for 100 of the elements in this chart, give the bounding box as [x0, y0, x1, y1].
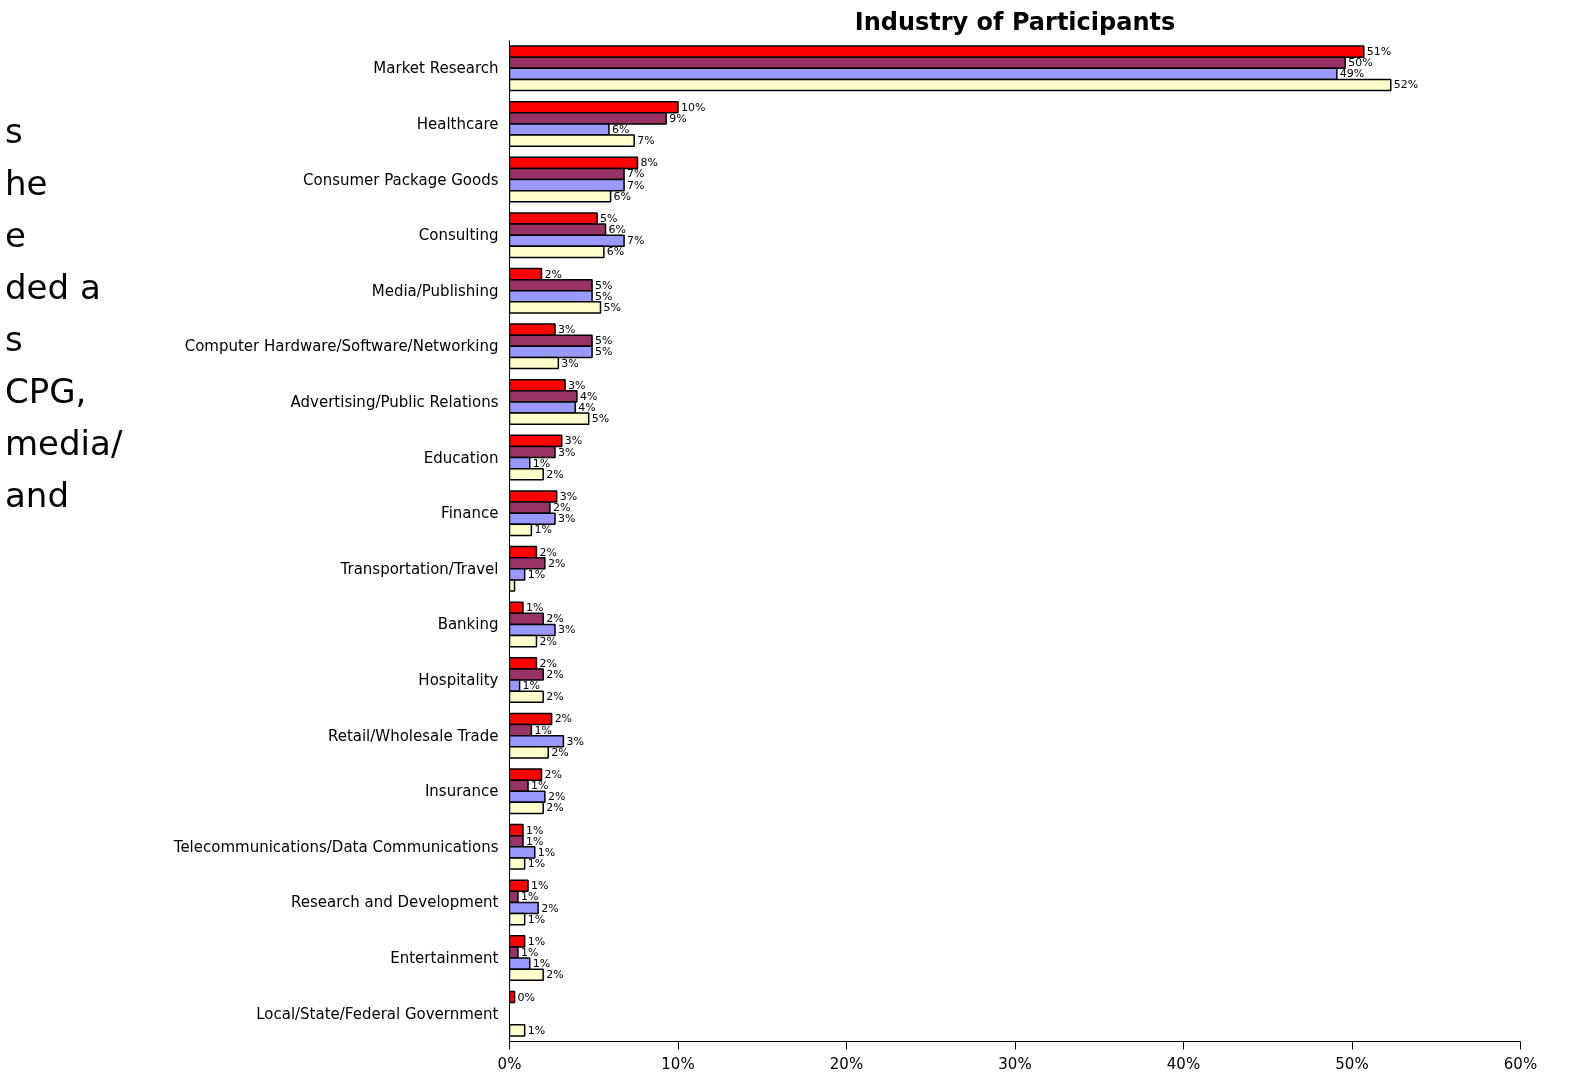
data-label: 1%	[527, 912, 546, 926]
data-label: 2%	[551, 745, 569, 759]
data-label: 51%	[1366, 45, 1392, 59]
data-label: 7%	[637, 134, 655, 148]
y-tick-label: Advertising/Public Relations	[290, 392, 499, 411]
data-label: 50%	[1348, 56, 1373, 70]
y-tick-label: Retail/Wholesale Trade	[327, 726, 499, 745]
data-label: 6%	[608, 223, 626, 237]
data-label: 0%	[517, 990, 536, 1004]
data-label: 5%	[595, 289, 613, 303]
data-label: 1%	[525, 601, 544, 615]
data-label: 3%	[568, 378, 586, 392]
data-label: 1%	[534, 723, 552, 737]
data-label: 1%	[520, 946, 539, 960]
y-tick-label: Research and Development	[290, 893, 499, 912]
x-tick-label: 20%	[829, 1054, 864, 1073]
text: e	[5, 214, 27, 257]
data-label: 5%	[603, 300, 621, 314]
data-label: 1%	[527, 857, 546, 871]
data-label: 1%	[525, 834, 544, 848]
y-tick-label: Education	[423, 448, 499, 467]
y-tick-label: Insurance	[424, 782, 499, 801]
data-label: 2%	[544, 768, 562, 782]
data-label: 1%	[522, 679, 541, 693]
y-tick-label: Hospitality	[418, 671, 499, 690]
data-label: 2%	[539, 545, 557, 559]
data-label: 2%	[546, 612, 564, 626]
x-tick-label: 10%	[661, 1054, 695, 1073]
y-tick-label: Entertainment	[390, 949, 499, 968]
data-label: 8%	[640, 156, 659, 170]
y-tick-label: Consumer Package Goods	[302, 170, 499, 189]
data-label: 1%	[525, 823, 544, 837]
data-label: 7%	[627, 234, 645, 248]
data-label: 3%	[559, 490, 578, 504]
data-label: 6%	[606, 245, 625, 259]
data-label: 3%	[564, 434, 583, 448]
data-label: 2%	[554, 712, 573, 726]
data-label: 9%	[669, 111, 687, 125]
data-label: 5%	[595, 334, 613, 348]
data-label: 4%	[578, 401, 596, 415]
data-label: 7%	[627, 167, 645, 181]
data-label: 1%	[531, 879, 549, 893]
data-label: 2%	[541, 901, 559, 915]
data-label: 2%	[539, 634, 557, 648]
data-label: 2%	[552, 501, 571, 515]
data-label: 3%	[557, 512, 576, 526]
text: he	[5, 162, 49, 205]
data-label: 1%	[520, 890, 539, 904]
data-label: 1%	[532, 456, 551, 470]
x-tick-label: 50%	[1335, 1054, 1369, 1073]
x-tick-label: 60%	[1503, 1054, 1538, 1073]
data-label: 5%	[595, 345, 613, 359]
data-label: 2%	[544, 267, 562, 281]
x-tick-label: 0%	[497, 1054, 522, 1073]
data-label: 10%	[681, 100, 706, 114]
data-label: 2%	[547, 790, 566, 804]
data-label: 6%	[613, 189, 632, 203]
data-label: 2%	[539, 656, 557, 670]
text: CPG,	[5, 370, 88, 413]
x-tick-label: 30%	[998, 1054, 1032, 1073]
data-label: 2%	[547, 556, 566, 570]
data-label: 2%	[546, 667, 564, 681]
y-tick-label: Market Research	[373, 59, 499, 78]
y-tick-label: Telecommunications/Data Communications	[172, 837, 499, 856]
text: ded a	[5, 266, 102, 309]
data-label: 7%	[627, 178, 645, 192]
data-label: 3%	[557, 323, 576, 337]
data-label: 5%	[595, 278, 613, 292]
data-label: 5%	[591, 412, 610, 426]
data-label: 1%	[527, 934, 546, 948]
data-label: 3%	[561, 356, 579, 370]
y-tick-label: Finance	[441, 504, 499, 523]
data-label: 5%	[600, 211, 618, 225]
data-label: 3%	[557, 445, 576, 459]
data-label: 1%	[532, 957, 551, 971]
data-label: 3%	[557, 623, 576, 637]
text: and	[5, 474, 70, 517]
y-tick-label: Local/State/Federal Government	[256, 1004, 499, 1023]
y-tick-label: Healthcare	[416, 114, 499, 133]
y-tick-label: Consulting	[418, 226, 499, 245]
chart-title: Industry of Participants	[854, 7, 1176, 36]
data-label: 4%	[579, 389, 598, 403]
data-label: 1%	[537, 845, 556, 859]
text: s	[5, 318, 24, 361]
data-label: 49%	[1339, 67, 1365, 81]
x-tick-label: 40%	[1166, 1054, 1201, 1073]
y-tick-label: Banking	[437, 615, 499, 634]
text: s	[5, 110, 24, 153]
data-label: 2%	[546, 801, 564, 815]
data-label: 2%	[546, 968, 564, 982]
data-label: 1%	[527, 1023, 546, 1037]
data-label: 3%	[566, 734, 584, 748]
text: media/	[5, 422, 123, 465]
data-label: 2%	[546, 690, 564, 704]
data-label: 1%	[527, 567, 546, 581]
data-label: 1%	[534, 523, 552, 537]
y-tick-label: Transportation/Travel	[339, 559, 499, 578]
y-tick-label: Media/Publishing	[371, 281, 499, 300]
data-label: 1%	[531, 779, 549, 793]
data-label: 52%	[1393, 78, 1419, 92]
